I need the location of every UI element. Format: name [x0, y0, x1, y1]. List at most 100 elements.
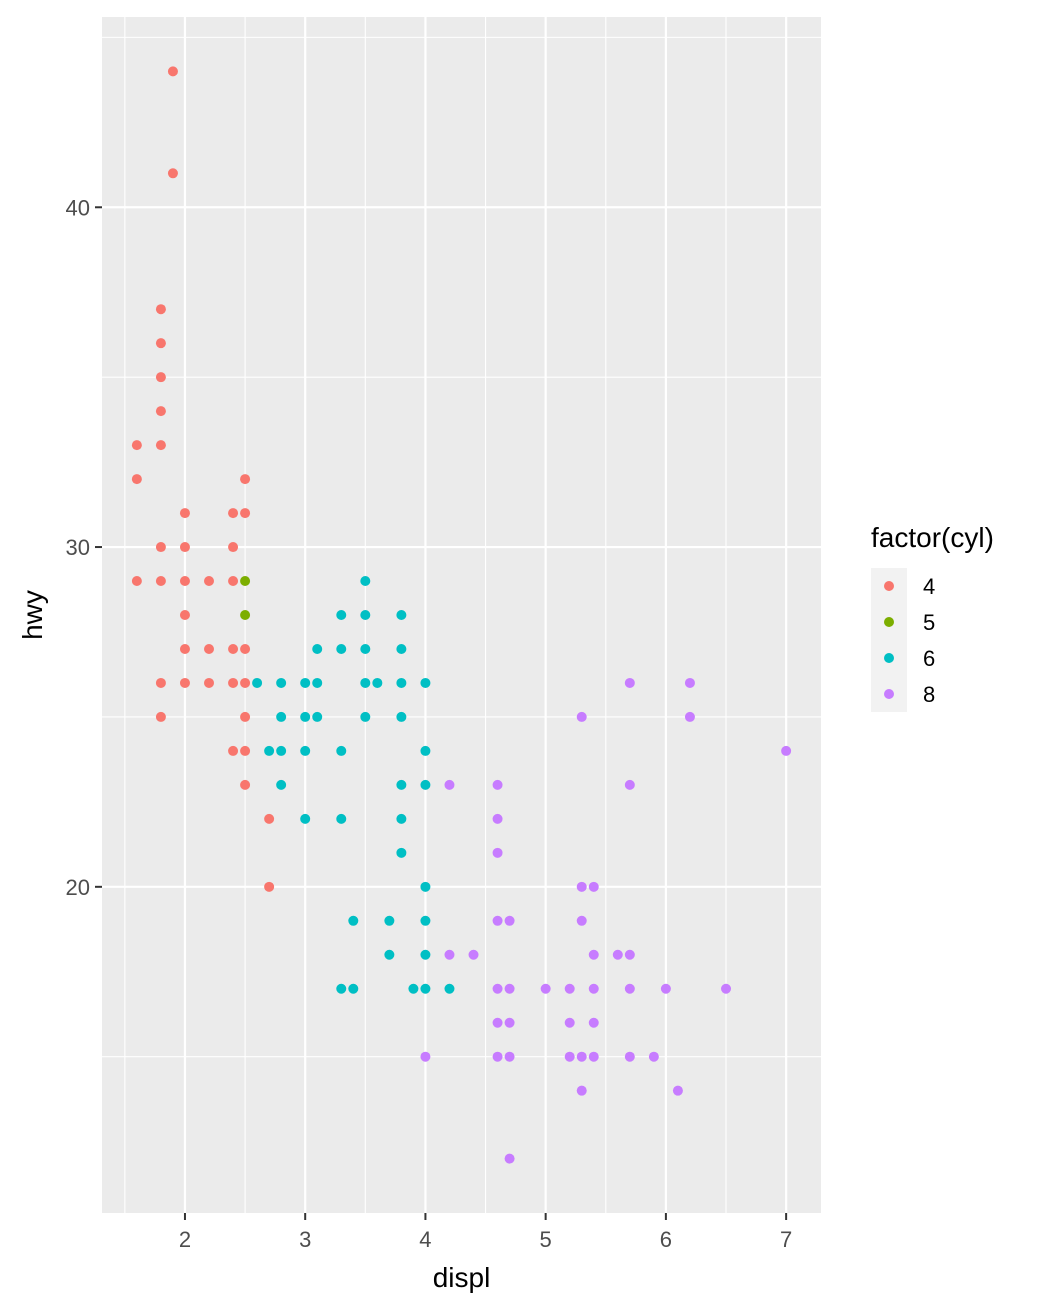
data-point — [276, 779, 287, 790]
data-point — [360, 643, 371, 654]
legend-entries: 4 5 6 8 — [884, 574, 935, 707]
data-point — [240, 711, 251, 722]
x-tick-label: 7 — [780, 1227, 792, 1252]
y-axis-title: hwy — [17, 590, 48, 640]
data-point — [228, 643, 239, 654]
data-point — [492, 1017, 503, 1028]
data-point — [312, 643, 323, 654]
x-tick-label: 3 — [299, 1227, 311, 1252]
data-point — [384, 949, 395, 960]
x-axis: 2 3 4 5 6 7 — [179, 1213, 792, 1252]
data-point — [179, 677, 190, 688]
data-point — [167, 66, 178, 77]
legend-key — [884, 581, 894, 591]
data-point — [420, 949, 431, 960]
data-point — [564, 1017, 575, 1028]
x-tick-label: 5 — [540, 1227, 552, 1252]
data-point — [504, 1017, 515, 1028]
data-point — [276, 711, 287, 722]
x-tick-label: 4 — [419, 1227, 431, 1252]
data-point — [420, 745, 431, 756]
legend-key — [884, 653, 894, 663]
data-point — [420, 779, 431, 790]
data-point — [672, 1085, 683, 1096]
data-point — [492, 915, 503, 926]
data-point — [648, 1051, 659, 1062]
legend-label: 8 — [923, 682, 935, 707]
data-point — [684, 677, 695, 688]
data-point — [444, 949, 455, 960]
data-point — [179, 643, 190, 654]
data-point — [264, 813, 275, 824]
data-point — [576, 881, 587, 892]
data-point — [420, 1051, 431, 1062]
data-point — [588, 1017, 599, 1028]
x-tick-label: 2 — [179, 1227, 191, 1252]
data-point — [396, 779, 407, 790]
data-point — [240, 779, 251, 790]
data-point — [492, 983, 503, 994]
data-point — [131, 440, 142, 451]
data-point — [360, 610, 371, 620]
data-point — [588, 949, 599, 960]
data-point — [167, 168, 178, 179]
data-point — [240, 610, 251, 620]
data-point — [204, 643, 215, 654]
data-point — [504, 1153, 515, 1164]
legend: factor(cyl) 4 5 6 8 — [871, 522, 994, 712]
data-point — [155, 304, 166, 315]
data-point — [384, 915, 395, 926]
data-point — [240, 474, 251, 485]
data-point — [312, 711, 323, 722]
data-point — [155, 711, 166, 722]
data-point — [228, 508, 239, 519]
data-point — [576, 711, 587, 722]
data-point — [624, 1051, 635, 1062]
data-point — [396, 847, 407, 858]
data-point — [492, 813, 503, 824]
data-point — [624, 949, 635, 960]
data-point — [408, 983, 419, 994]
data-point — [420, 677, 431, 688]
data-point — [564, 1051, 575, 1062]
data-point — [492, 847, 503, 858]
data-point — [612, 949, 623, 960]
legend-label: 4 — [923, 574, 935, 599]
data-point — [300, 677, 311, 688]
data-points — [131, 66, 792, 1164]
data-point — [240, 643, 251, 654]
legend-key-background — [871, 568, 907, 712]
legend-label: 5 — [923, 610, 935, 635]
data-point — [179, 508, 190, 519]
y-tick-label: 20 — [66, 875, 90, 900]
data-point — [240, 677, 251, 688]
data-point — [576, 1051, 587, 1062]
data-point — [336, 745, 347, 756]
data-point — [276, 745, 287, 756]
data-point — [396, 610, 407, 620]
data-point — [504, 915, 515, 926]
data-point — [264, 745, 275, 756]
data-point — [276, 677, 287, 688]
data-point — [204, 677, 215, 688]
data-point — [624, 779, 635, 790]
data-point — [155, 440, 166, 451]
legend-label: 6 — [923, 646, 935, 671]
data-point — [336, 610, 347, 620]
legend-title: factor(cyl) — [871, 522, 994, 553]
legend-key — [884, 689, 894, 699]
data-point — [155, 677, 166, 688]
data-point — [540, 983, 551, 994]
data-point — [576, 1085, 587, 1096]
data-point — [131, 474, 142, 485]
data-point — [252, 677, 263, 688]
data-point — [721, 983, 732, 994]
data-point — [228, 576, 239, 587]
data-point — [336, 983, 347, 994]
data-point — [396, 677, 407, 688]
data-point — [204, 576, 215, 587]
data-point — [576, 915, 587, 926]
data-point — [300, 711, 311, 722]
data-point — [360, 576, 371, 587]
data-point — [372, 677, 383, 688]
